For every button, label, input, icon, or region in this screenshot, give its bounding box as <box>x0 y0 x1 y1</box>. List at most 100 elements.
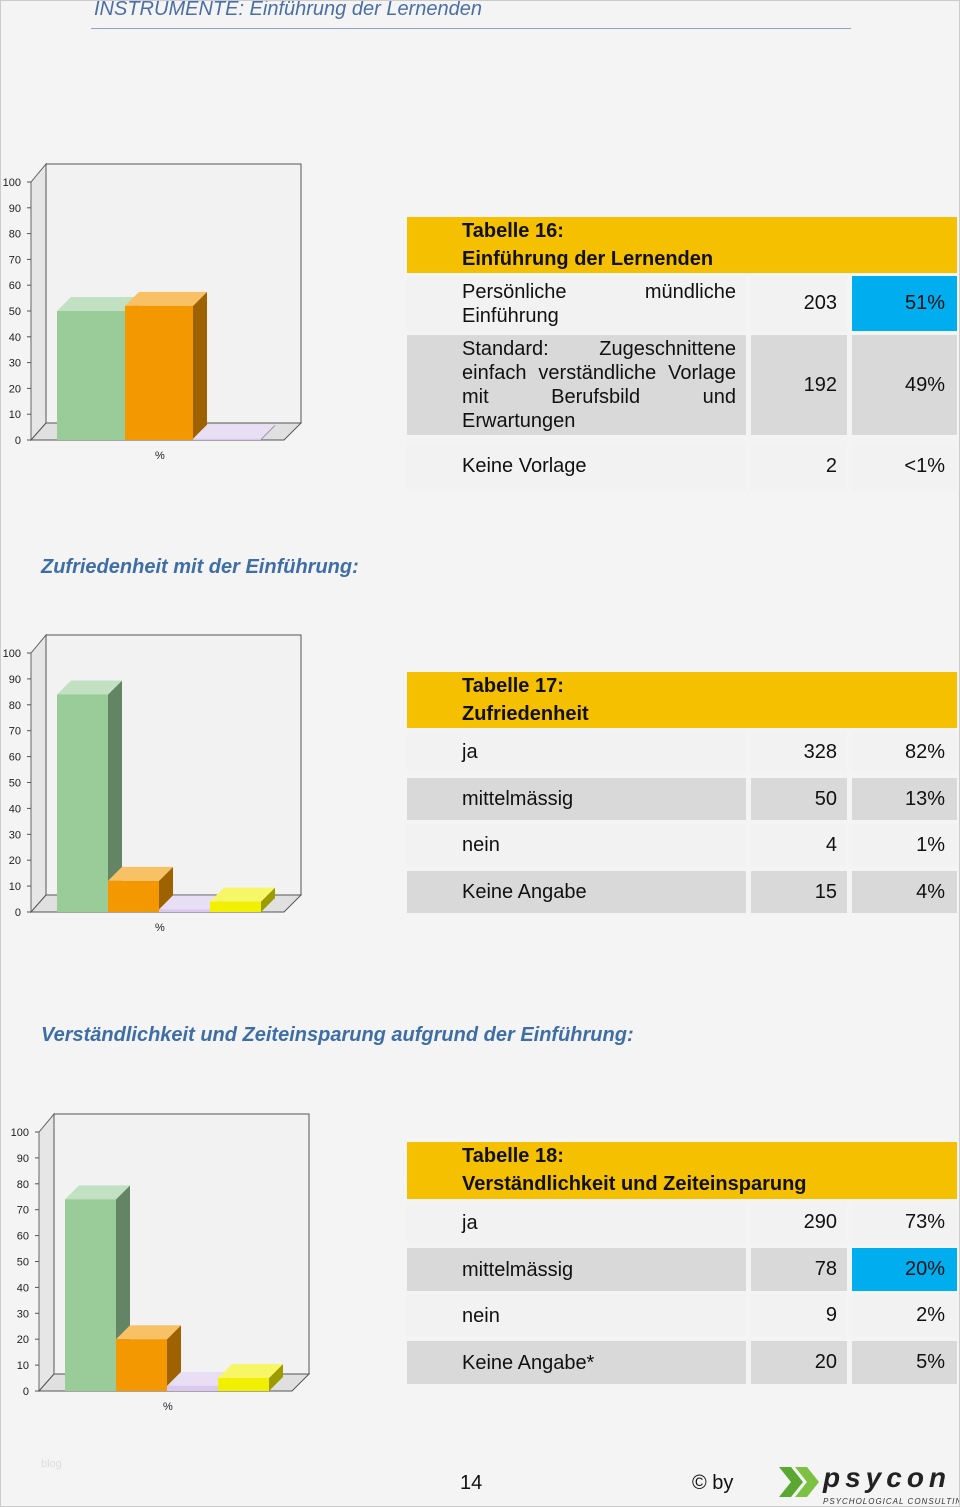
row-label: Persönliche mündliche Einführung <box>407 276 746 331</box>
bar <box>193 438 261 440</box>
bar-side <box>269 1364 283 1391</box>
y-tick-label: 30 <box>9 829 21 841</box>
y-tick-label: 60 <box>17 1231 29 1243</box>
y-tick-label: 0 <box>15 435 21 447</box>
row-label: Keine Vorlage <box>407 441 746 491</box>
watermark: blog <box>41 1458 62 1470</box>
page-number: 14 <box>460 1472 483 1494</box>
y-tick-label: 40 <box>17 1282 29 1294</box>
logo-tagline: PSYCHOLOGICAL CONSULTING <box>823 1497 959 1506</box>
bar-top <box>57 680 122 695</box>
row-percent: <1% <box>852 441 957 491</box>
x-axis-label: % <box>163 1401 173 1413</box>
y-tick-label: 20 <box>17 1334 29 1346</box>
row-percent: 49% <box>852 335 957 435</box>
y-tick-label: 0 <box>23 1386 29 1398</box>
table-title: Tabelle 17: <box>462 675 564 697</box>
y-tick-label: 90 <box>9 674 21 686</box>
row-percent: 1% <box>852 824 957 866</box>
y-tick-label: 80 <box>9 229 21 241</box>
x-axis-label: % <box>155 450 165 462</box>
bar-side <box>193 291 207 440</box>
bar-top <box>193 424 275 439</box>
row-count: 192 <box>751 335 847 435</box>
table-subtitle: Zufriedenheit <box>462 703 589 725</box>
y-tick-label: 70 <box>9 254 21 266</box>
y-tick-label: 40 <box>9 803 21 815</box>
row-percent: 51% <box>852 276 957 331</box>
row-label: Keine Angabe <box>407 871 746 913</box>
row-percent: 5% <box>852 1341 957 1384</box>
row-count: 2 <box>751 441 847 491</box>
copyright: © by <box>692 1472 734 1494</box>
bar <box>57 694 108 912</box>
row-label: Standard: Zugeschnittene einfach verstän… <box>407 335 746 435</box>
section-heading: Verständlichkeit und Zeiteinsparung aufg… <box>41 1024 634 1046</box>
page-title: INSTRUMENTE: Einführung der Lernenden <box>94 0 482 20</box>
y-tick-label: 90 <box>9 203 21 215</box>
y-tick-label: 40 <box>9 332 21 344</box>
bar-top <box>210 887 275 902</box>
row-label: nein <box>407 1294 746 1337</box>
bar <box>116 1339 167 1391</box>
row-count: 203 <box>751 276 847 331</box>
bar-side <box>167 1325 181 1391</box>
y-tick-label: 100 <box>3 648 21 660</box>
y-tick-label: 20 <box>9 855 21 867</box>
row-percent: 2% <box>852 1294 957 1337</box>
row-count: 78 <box>751 1248 847 1291</box>
y-tick-label: 10 <box>9 881 21 893</box>
row-percent: 13% <box>852 778 957 820</box>
table-title: Tabelle 18: <box>462 1145 564 1167</box>
bar <box>210 901 261 912</box>
row-count: 50 <box>751 778 847 820</box>
bar-top <box>65 1185 130 1200</box>
row-count: 4 <box>751 824 847 866</box>
y-tick-label: 10 <box>9 409 21 421</box>
bar <box>65 1199 116 1391</box>
bar <box>108 880 159 912</box>
bar-top <box>125 291 207 306</box>
chart-wall <box>38 1112 55 1393</box>
row-label: mittelmässig <box>407 778 746 820</box>
y-tick-label: 50 <box>9 306 21 318</box>
y-tick-label: 0 <box>15 907 21 919</box>
row-percent: 82% <box>852 731 957 773</box>
table-subtitle: Einführung der Lernenden <box>462 248 714 270</box>
chart-wall <box>30 162 47 442</box>
row-count: 328 <box>751 731 847 773</box>
y-tick-label: 60 <box>9 280 21 292</box>
logo: psycon <box>822 1462 951 1493</box>
row-label: mittelmässig <box>407 1248 746 1291</box>
bar-top <box>116 1325 181 1340</box>
y-tick-label: 20 <box>9 383 21 395</box>
bar <box>57 311 125 440</box>
section-heading: Zufriedenheit mit der Einführung: <box>41 556 359 578</box>
bar <box>159 909 210 912</box>
y-tick-label: 80 <box>9 700 21 712</box>
row-percent: 20% <box>852 1248 957 1291</box>
y-tick-label: 80 <box>17 1179 29 1191</box>
y-tick-label: 60 <box>9 752 21 764</box>
bar-top <box>108 866 173 881</box>
row-label: nein <box>407 824 746 866</box>
row-percent: 73% <box>852 1201 957 1244</box>
title-rule <box>91 28 851 29</box>
logo-mark <box>779 1467 819 1497</box>
y-tick-label: 50 <box>9 778 21 790</box>
bar-top <box>159 895 224 910</box>
bar-side <box>261 887 275 912</box>
row-count: 20 <box>751 1341 847 1384</box>
bar <box>167 1385 218 1391</box>
bar-side <box>108 680 122 912</box>
chart-wall <box>30 633 47 914</box>
y-tick-label: 100 <box>3 177 21 189</box>
bar-top <box>57 297 139 311</box>
table-header: Tabelle 17: Zufriedenheit <box>407 672 957 728</box>
row-label: ja <box>407 731 746 773</box>
y-tick-label: 10 <box>17 1360 29 1372</box>
row-label: Keine Angabe* <box>407 1341 746 1384</box>
table-header: Tabelle 16: Einführung der Lernenden <box>407 217 957 273</box>
